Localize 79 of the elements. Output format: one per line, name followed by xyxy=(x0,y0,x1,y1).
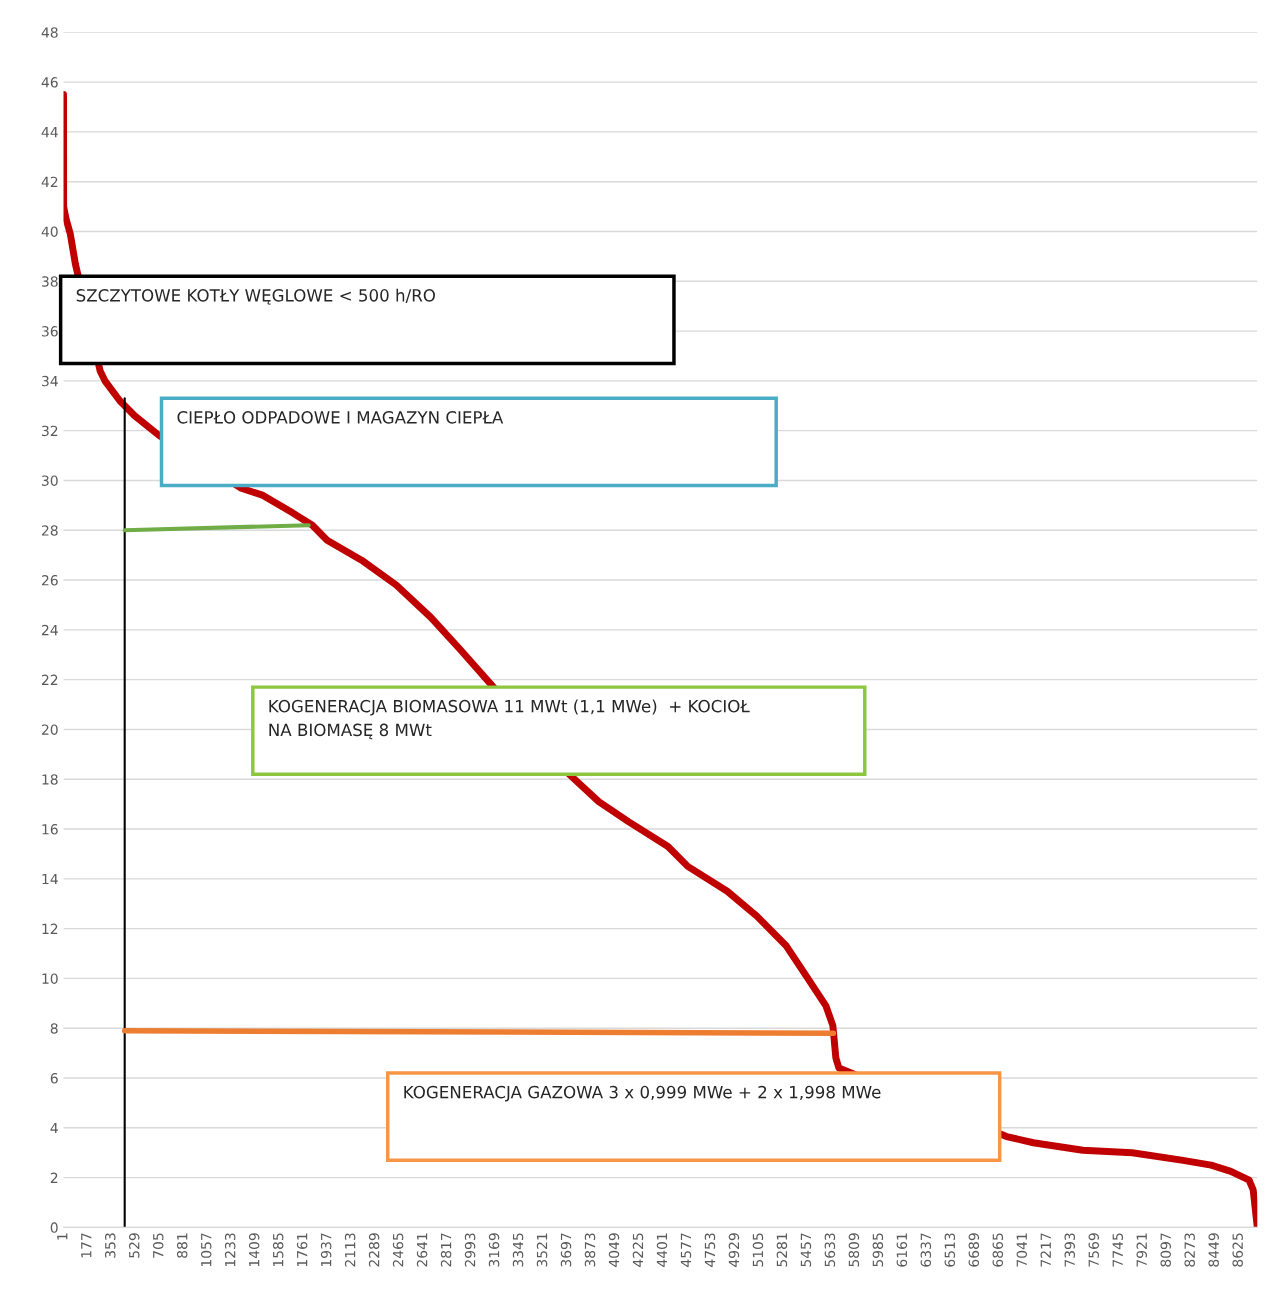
x-tick-label: 4753 xyxy=(704,1233,716,1267)
x-tick-label: 7393 xyxy=(1064,1233,1076,1267)
y-tick-label: 48 xyxy=(41,27,58,38)
x-tick-label: 5105 xyxy=(752,1233,764,1267)
x-tick-label: 3697 xyxy=(560,1233,572,1267)
x-tick-label: 5457 xyxy=(800,1233,812,1267)
x-tick-label: 1233 xyxy=(224,1233,236,1267)
annotation: SZCZYTOWE KOTŁY WĘGLOWE < 500 h/RO xyxy=(76,288,435,305)
x-tick-label: 6337 xyxy=(920,1233,932,1267)
x-tick-label: 3169 xyxy=(488,1233,500,1267)
y-tick-label: 36 xyxy=(42,326,58,337)
x-tick-label: 1761 xyxy=(296,1233,308,1267)
x-tick-label: 6513 xyxy=(944,1233,956,1267)
x-tick-label: 2289 xyxy=(368,1233,380,1267)
x-tick-label: 1585 xyxy=(272,1233,284,1267)
y-tick-label: 32 xyxy=(42,425,58,437)
x-tick-label: 5281 xyxy=(776,1233,788,1267)
x-tick-label: 2817 xyxy=(440,1233,452,1267)
x-tick-label: 5985 xyxy=(872,1233,884,1267)
y-tick-label: 12 xyxy=(42,923,58,934)
annotation: KOGENERACJA BIOMASOWA 11 MWt (1,1 MWe) + KOCIOŁ NA BIOMASĘ 8 MWt xyxy=(269,699,750,740)
x-tick-label: 4049 xyxy=(608,1233,620,1267)
x-tick-label: 881 xyxy=(176,1233,188,1258)
x-tick-label: 2993 xyxy=(464,1233,476,1267)
x-tick-label: 1937 xyxy=(320,1233,332,1267)
y-tick-label: 40 xyxy=(41,226,58,237)
x-tick-label: 2641 xyxy=(416,1233,428,1267)
x-tick-label: 4577 xyxy=(680,1233,692,1267)
y-tick-label: 28 xyxy=(41,525,58,536)
y-tick-label: 30 xyxy=(42,475,58,486)
x-tick-label: 5809 xyxy=(848,1233,860,1267)
y-tick-label: 46 xyxy=(41,77,58,88)
y-tick-label: 22 xyxy=(41,674,58,685)
x-tick-label: 705 xyxy=(152,1233,164,1258)
y-tick-label: 2 xyxy=(50,1172,58,1183)
y-tick-label: 14 xyxy=(42,873,58,885)
y-tick-label: 10 xyxy=(42,973,58,984)
x-tick-label: 1409 xyxy=(248,1233,260,1267)
x-tick-label: 7921 xyxy=(1136,1233,1147,1267)
annotation: CIEPŁO ODPADOWE I MAGAZYN CIEPŁA xyxy=(177,411,504,424)
y-tick-label: 34 xyxy=(42,375,58,387)
y-tick-label: 6 xyxy=(50,1072,58,1084)
x-tick-label: 529 xyxy=(128,1233,140,1258)
x-tick-label: 2465 xyxy=(392,1233,404,1267)
x-tick-label: 4225 xyxy=(632,1233,644,1267)
x-tick-label: 8273 xyxy=(1184,1233,1195,1267)
y-tick-label: 38 xyxy=(42,276,58,287)
x-tick-label: 4401 xyxy=(656,1233,668,1267)
x-tick-label: 353 xyxy=(105,1233,116,1258)
x-tick-label: 6865 xyxy=(992,1233,1004,1267)
x-tick-label: 8449 xyxy=(1208,1233,1219,1267)
x-tick-label: 2113 xyxy=(344,1233,356,1267)
x-tick-label: 6161 xyxy=(896,1233,908,1267)
y-tick-label: 8 xyxy=(50,1023,58,1034)
x-tick-label: 6689 xyxy=(968,1233,980,1267)
annotation: KOGENERACJA GAZOWA 3 x 0,999 MWe + 2 x 1,998 MWe xyxy=(404,1085,881,1102)
y-tick-label: 20 xyxy=(41,724,58,735)
x-tick-label: 7569 xyxy=(1088,1233,1099,1267)
x-tick-label: 7217 xyxy=(1040,1233,1051,1267)
y-tick-label: 0 xyxy=(50,1222,58,1233)
x-tick-label: 7745 xyxy=(1112,1233,1123,1267)
x-tick-label: 8625 xyxy=(1232,1233,1243,1267)
x-tick-label: 1057 xyxy=(200,1233,212,1267)
y-tick-label: 4 xyxy=(50,1122,58,1134)
x-tick-label: 177 xyxy=(81,1233,92,1258)
x-tick-label: 4929 xyxy=(728,1233,740,1267)
x-tick-label: 1 xyxy=(57,1233,68,1240)
x-tick-label: 7041 xyxy=(1016,1233,1028,1267)
y-tick-label: 16 xyxy=(42,824,58,835)
y-tick-label: 42 xyxy=(41,176,58,187)
y-tick-label: 44 xyxy=(41,127,58,138)
x-tick-label: 3521 xyxy=(536,1233,548,1267)
y-tick-label: 26 xyxy=(41,575,58,586)
y-tick-label: 24 xyxy=(41,624,58,636)
y-tick-label: 18 xyxy=(42,774,58,785)
x-tick-label: 5633 xyxy=(824,1233,836,1267)
x-tick-label: 8097 xyxy=(1160,1233,1171,1267)
x-tick-label: 3345 xyxy=(512,1233,524,1267)
x-tick-label: 3873 xyxy=(584,1233,596,1267)
